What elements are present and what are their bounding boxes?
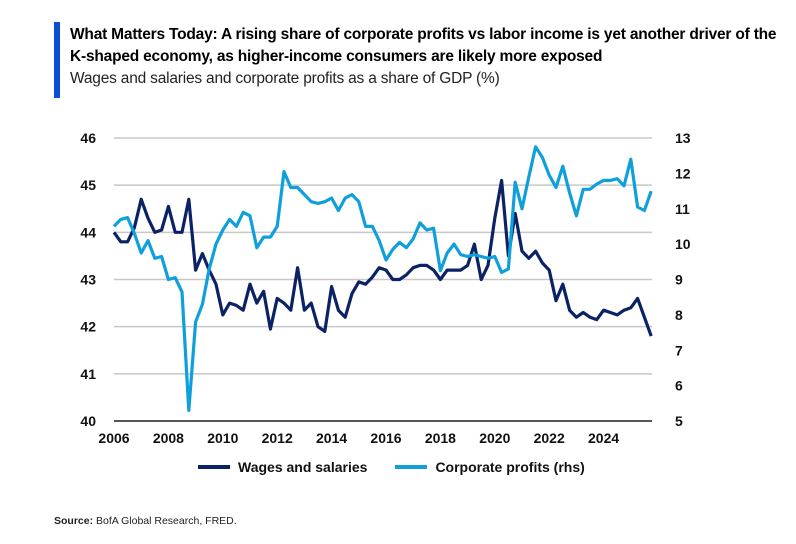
x-tick-label: 2010 xyxy=(207,430,238,446)
y-left-tick-label: 43 xyxy=(80,272,96,288)
legend-item-wages: Wages and salaries xyxy=(198,459,367,475)
x-tick-label: 2024 xyxy=(588,430,619,446)
y-left-tick-label: 41 xyxy=(80,366,96,382)
source-text: BofA Global Research, FRED. xyxy=(96,515,237,527)
y-right-tick-label: 11 xyxy=(675,201,690,217)
x-tick-label: 2022 xyxy=(534,430,565,446)
source-label: Source: xyxy=(54,515,94,527)
wages-series-line xyxy=(112,178,653,337)
y-left-tick-label: 44 xyxy=(80,224,96,240)
y-right-tick-label: 12 xyxy=(675,165,691,181)
legend: Wages and salaries Corporate profits (rh… xyxy=(198,459,585,475)
y-right-tick-label: 8 xyxy=(675,307,683,323)
y-right-tick-label: 7 xyxy=(675,342,683,358)
y-right-tick-label: 13 xyxy=(675,130,691,146)
x-tick-label: 2008 xyxy=(153,430,184,446)
y-right-tick-label: 9 xyxy=(675,272,683,288)
profits-series-line xyxy=(112,145,653,412)
y-right-tick-label: 6 xyxy=(675,378,683,394)
y-right-tick-label: 5 xyxy=(675,413,683,429)
legend-swatch-profits xyxy=(395,465,428,469)
y-left-tick-label: 40 xyxy=(80,413,96,429)
legend-swatch-wages xyxy=(198,465,230,469)
chart-subtitle: Wages and salaries and corporate profits… xyxy=(70,70,500,87)
y-left-tick-label: 45 xyxy=(80,177,96,193)
legend-label-wages: Wages and salaries xyxy=(238,459,368,475)
x-tick-label: 2016 xyxy=(370,430,401,446)
y-left-tick-label: 46 xyxy=(80,130,96,146)
x-tick-label: 2012 xyxy=(262,430,293,446)
x-tick-label: 2020 xyxy=(479,430,510,446)
x-tick-label: 2014 xyxy=(316,430,347,446)
source-note: Source: BofA Global Research, FRED. xyxy=(54,515,237,527)
legend-label-profits: Corporate profits (rhs) xyxy=(435,459,585,475)
legend-item-profits: Corporate profits (rhs) xyxy=(395,459,585,475)
chart-title: What Matters Today: A rising share of co… xyxy=(70,26,777,65)
x-tick-label: 2018 xyxy=(425,430,456,446)
y-right-tick-label: 10 xyxy=(675,236,691,252)
accent-bar xyxy=(54,22,60,98)
x-tick-label: 2006 xyxy=(98,430,129,446)
y-left-tick-label: 42 xyxy=(80,319,96,335)
